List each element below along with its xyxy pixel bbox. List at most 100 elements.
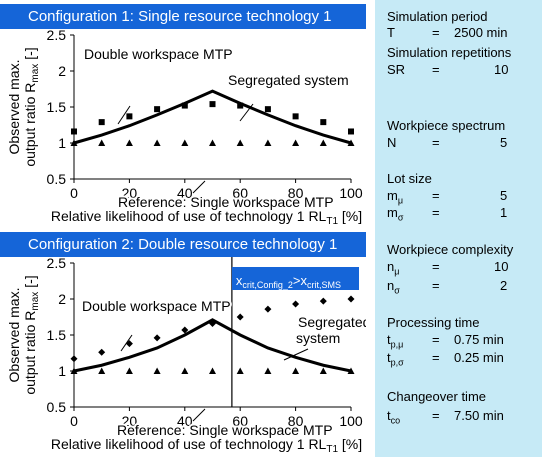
annotation-leader	[192, 180, 206, 194]
x-tick-label: 60	[232, 185, 248, 201]
point-reference	[209, 367, 216, 374]
tp-mu-value: 0.75 min	[454, 332, 504, 347]
y-tick-label: 2.5	[47, 257, 67, 271]
point-reference	[347, 139, 355, 146]
point-double-workspace	[154, 106, 161, 113]
y-axis-label: Observed max.	[6, 60, 22, 155]
sim-rep-label: Simulation repetitions	[387, 45, 512, 60]
point-double-workspace	[98, 119, 105, 126]
point-reference	[181, 367, 189, 374]
x-tick-label: 80	[288, 413, 304, 429]
series-segregated-line	[73, 89, 352, 145]
point-reference	[125, 139, 133, 146]
y-tick-label: 2	[58, 63, 66, 79]
x-tick-label: 0	[70, 185, 78, 201]
x-tick-label: 100	[339, 413, 363, 429]
point-double-workspace	[237, 102, 244, 109]
point-double-workspace	[181, 326, 189, 334]
point-reference	[292, 367, 300, 374]
equals-sign: =	[432, 332, 440, 347]
x-tick-label: 0	[70, 413, 78, 429]
series-annotation: Double workspace MTP	[84, 46, 233, 62]
y-tick-label: 2	[58, 291, 66, 307]
x-tick-label: 20	[122, 185, 138, 201]
equals-sign: =	[432, 278, 440, 293]
lot-sigma-symbol: mσ	[387, 205, 404, 223]
tp-sigma-value: 0.25 min	[454, 350, 504, 365]
point-reference	[98, 367, 106, 374]
annotation-leader	[120, 334, 133, 352]
y-tick-label: 1.5	[47, 99, 67, 115]
equals-sign: =	[432, 62, 440, 77]
point-double-workspace	[348, 128, 354, 135]
y-tick-label: 0.5	[47, 171, 67, 187]
critical-box	[231, 267, 359, 290]
point-double-workspace	[292, 300, 300, 308]
changeover-label: Changeover time	[387, 389, 486, 404]
y-tick-label: 1	[58, 135, 66, 151]
point-reference	[209, 139, 216, 146]
tco-value: 7.50 min	[454, 408, 504, 423]
point-double-workspace	[292, 113, 299, 120]
point-double-workspace	[209, 101, 216, 108]
point-reference	[153, 139, 161, 146]
point-double-workspace	[320, 119, 327, 126]
series-annotation: Segregated	[298, 314, 366, 330]
complexity-label: Workpiece complexity	[387, 242, 514, 257]
annotation-leader	[283, 348, 309, 361]
sim-period-symbol: T	[387, 25, 395, 40]
lot-size-label: Lot size	[387, 171, 432, 186]
chart-config-1: 0.5 1 1.5 2 2.5 0 20 40 60 80 100 Relative likeliho…	[6, 29, 363, 227]
annotation-leader	[192, 408, 206, 422]
point-reference	[236, 367, 244, 374]
y-tick-label: 2.5	[47, 29, 67, 43]
x-axis-label: Relative likelihood of use of technology…	[51, 436, 362, 455]
point-double-workspace	[264, 106, 271, 113]
equals-sign: =	[432, 188, 440, 203]
point-reference	[98, 139, 106, 146]
equals-sign: =	[432, 350, 440, 365]
processing-time-label: Processing time	[387, 315, 480, 330]
equals-sign: =	[432, 259, 440, 274]
x-tick-label: 20	[122, 413, 138, 429]
point-reference	[70, 139, 78, 146]
y-axis-label: output ratio Rmax [-]	[22, 47, 41, 166]
lot-mu-value: 5	[500, 188, 508, 203]
point-double-workspace	[153, 334, 161, 342]
sim-rep-symbol: SR	[387, 62, 406, 77]
point-double-workspace	[236, 313, 244, 321]
tp-sigma-symbol: tp,σ	[387, 350, 404, 368]
tp-mu-symbol: tp,μ	[387, 332, 404, 350]
wp-spectrum-symbol: N	[387, 135, 397, 150]
y-axis-label: Observed max.	[6, 288, 22, 383]
x-tick-label: 80	[288, 185, 304, 201]
lot-sigma-value: 1	[500, 205, 508, 220]
wp-spectrum-value: 5	[500, 135, 508, 150]
point-double-workspace	[98, 348, 106, 356]
point-double-workspace	[347, 295, 355, 303]
tco-symbol: tco	[387, 408, 401, 426]
y-tick-label: 1	[58, 363, 66, 379]
y-tick-label: 0.5	[47, 399, 67, 415]
point-double-workspace	[70, 355, 78, 363]
x-tick-label: 100	[339, 185, 363, 201]
series-annotation: system	[296, 330, 340, 346]
x-tick-label: 60	[232, 413, 248, 429]
sim-period-value: 2500 min	[454, 25, 508, 40]
annotation-leader	[117, 105, 131, 125]
point-reference	[264, 367, 272, 374]
point-reference	[319, 367, 327, 374]
y-axis-label: output ratio Rmax [-]	[22, 275, 41, 394]
x-tick-label: 40	[177, 413, 193, 429]
y-tick-label: 1.5	[47, 327, 67, 343]
point-double-workspace	[319, 297, 327, 305]
series-annotation: Reference: Single workspace MTP	[118, 194, 334, 210]
parameter-panel: Simulation period T = 2500 min Simulatio…	[375, 0, 542, 457]
panel-1-header: Configuration 1: Single resource technol…	[0, 4, 366, 29]
series-annotation: Segregated system	[228, 72, 349, 88]
point-reference	[264, 139, 272, 146]
n-mu-value: 10	[494, 259, 509, 274]
equals-sign: =	[432, 135, 440, 150]
point-reference	[125, 367, 133, 374]
series-annotation: Double workspace MTP	[82, 298, 231, 314]
